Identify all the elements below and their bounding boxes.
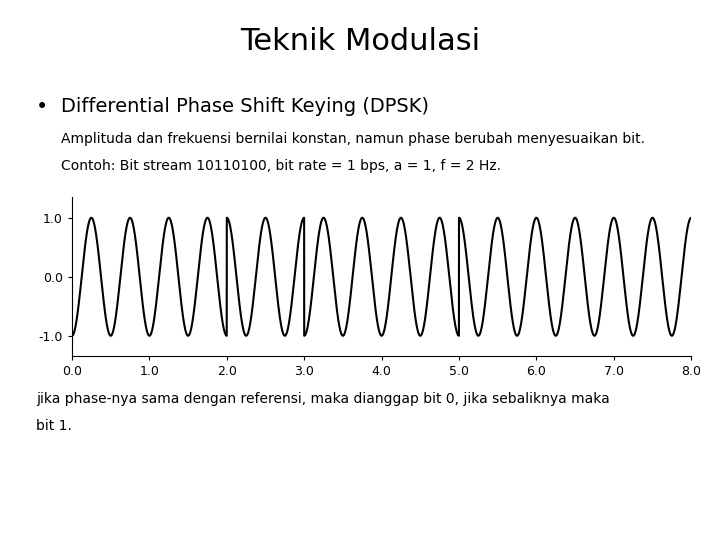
Text: bit 1.: bit 1. bbox=[36, 418, 72, 433]
Text: •: • bbox=[36, 97, 48, 117]
Text: Amplituda dan frekuensi bernilai konstan, namun phase berubah menyesuaikan bit.: Amplituda dan frekuensi bernilai konstan… bbox=[61, 132, 645, 146]
Text: Differential Phase Shift Keying (DPSK): Differential Phase Shift Keying (DPSK) bbox=[61, 97, 429, 116]
Text: jika phase-nya sama dengan referensi, maka dianggap bit 0, jika sebaliknya maka: jika phase-nya sama dengan referensi, ma… bbox=[36, 392, 610, 406]
Text: Contoh: Bit stream 10110100, bit rate = 1 bps, a = 1, f = 2 Hz.: Contoh: Bit stream 10110100, bit rate = … bbox=[61, 159, 501, 173]
Text: Teknik Modulasi: Teknik Modulasi bbox=[240, 27, 480, 56]
